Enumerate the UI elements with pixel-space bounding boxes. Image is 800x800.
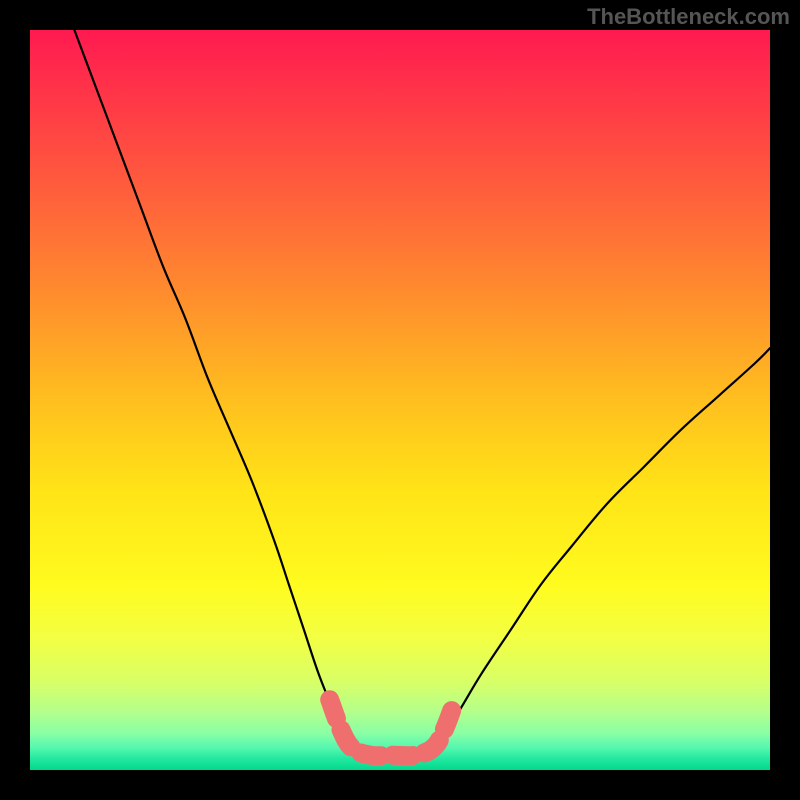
bottleneck-chart — [0, 0, 800, 800]
watermark-text: TheBottleneck.com — [587, 4, 790, 30]
chart-container: TheBottleneck.com — [0, 0, 800, 800]
plot-background — [30, 30, 770, 770]
